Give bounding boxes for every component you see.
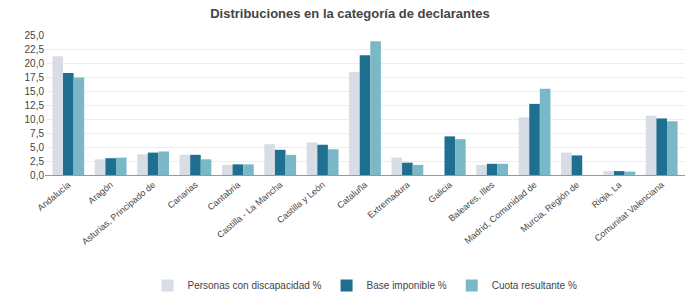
svg-text:Castilla y León: Castilla y León <box>275 180 327 226</box>
svg-text:7,5: 7,5 <box>30 128 44 139</box>
svg-text:Personas con discapacidad %: Personas con discapacidad % <box>188 280 322 291</box>
svg-text:Aragón: Aragón <box>86 180 115 206</box>
svg-text:15,0: 15,0 <box>25 86 45 97</box>
svg-text:Base imponible %: Base imponible % <box>367 280 447 291</box>
svg-text:0,0: 0,0 <box>30 170 44 181</box>
svg-text:Madrid, Comunidad de: Madrid, Comunidad de <box>463 180 539 246</box>
svg-text:Cuota resultante %: Cuota resultante % <box>492 280 577 291</box>
svg-text:Murcia, Región de: Murcia, Región de <box>519 180 581 235</box>
svg-text:Extremadura: Extremadura <box>366 180 412 221</box>
svg-text:Canarias: Canarias <box>166 179 200 210</box>
svg-text:Galicia: Galicia <box>426 180 454 205</box>
svg-text:5,0: 5,0 <box>30 142 44 153</box>
svg-text:17,5: 17,5 <box>25 72 45 83</box>
svg-text:Cantabria: Cantabria <box>206 180 242 213</box>
svg-text:Comunitat Valenciana: Comunitat Valenciana <box>592 180 665 244</box>
svg-text:Asturias, Principado de: Asturias, Principado de <box>80 180 157 247</box>
svg-text:Andalucía: Andalucía <box>35 180 72 213</box>
svg-text:Castilla - La Mancha: Castilla - La Mancha <box>215 180 284 240</box>
svg-text:20,0: 20,0 <box>25 58 45 69</box>
svg-text:22,5: 22,5 <box>25 44 45 55</box>
svg-text:Baleares, Illes: Baleares, Illes <box>447 179 497 223</box>
svg-text:Rioja, La: Rioja, La <box>590 180 624 210</box>
svg-text:2,5: 2,5 <box>30 156 44 167</box>
svg-text:10,0: 10,0 <box>25 114 45 125</box>
svg-text:25,0: 25,0 <box>25 30 45 41</box>
svg-text:Distribuciones en la categoría: Distribuciones en la categoría de declar… <box>210 6 490 21</box>
svg-text:Cataluña: Cataluña <box>335 180 369 211</box>
svg-text:12,5: 12,5 <box>25 100 45 111</box>
